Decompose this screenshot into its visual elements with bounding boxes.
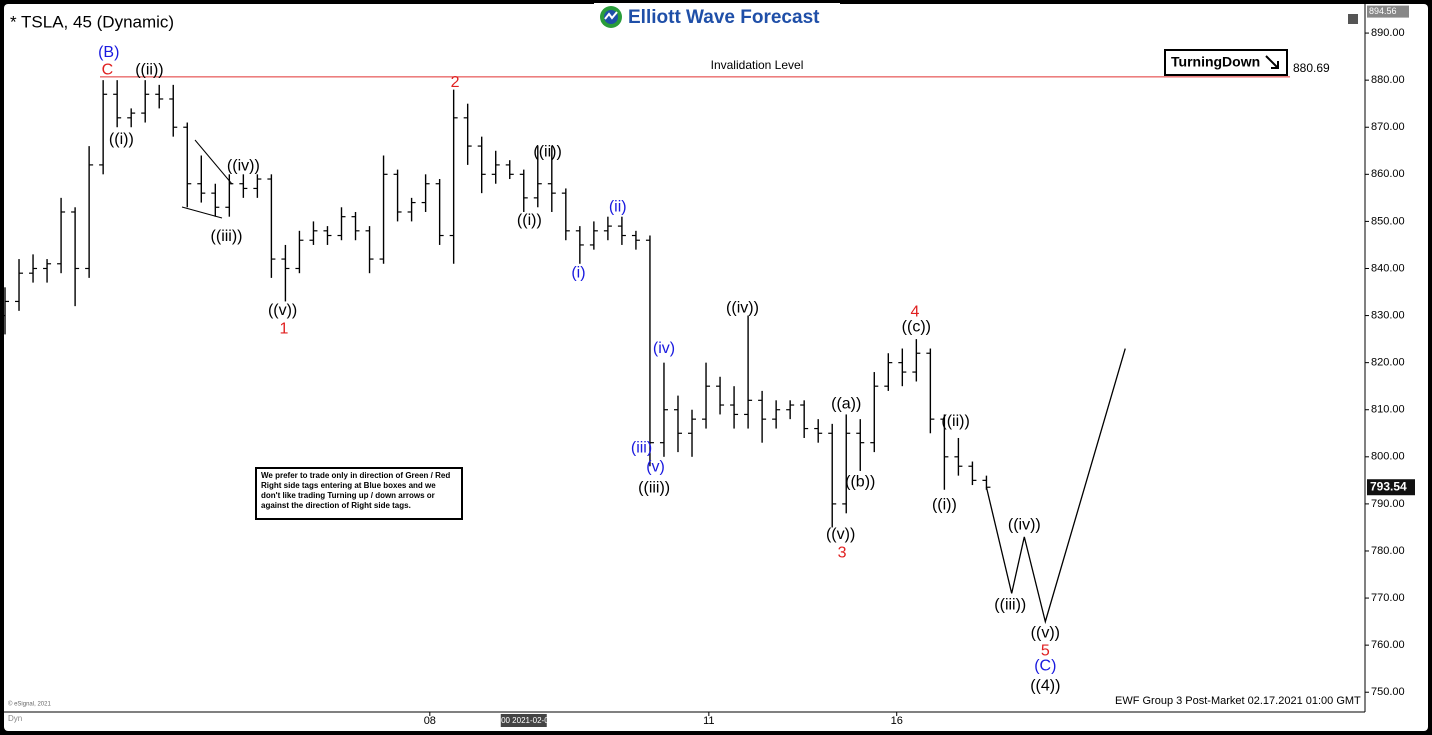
wave-label: ((ii)) <box>941 413 969 430</box>
wave-label: ((iii)) <box>994 596 1026 613</box>
wave-label: ((i)) <box>109 131 134 148</box>
wave-label: 5 <box>1041 642 1050 659</box>
y-tick-label: 800.00 <box>1371 451 1405 463</box>
trading-note: We prefer to trade only in direction of … <box>255 467 463 520</box>
chart-frame <box>4 4 1428 731</box>
wave-label: ((v)) <box>268 302 297 319</box>
wave-label: ((iv)) <box>1008 516 1041 533</box>
y-tick-label: 830.00 <box>1371 309 1405 321</box>
invalidation-label: Invalidation Level <box>711 58 804 72</box>
y-tick-label: 770.00 <box>1371 592 1405 604</box>
y-tick-label: 810.00 <box>1371 404 1405 416</box>
y-tick-label: 780.00 <box>1371 545 1405 557</box>
brand: Elliott Wave Forecast <box>628 7 820 28</box>
top-marker-box <box>1367 5 1409 18</box>
x-tick-label: 16 <box>891 715 903 727</box>
wave-label: (iii) <box>631 440 652 457</box>
wave-label: (ii) <box>609 198 627 215</box>
x-tick-label: 11 <box>703 715 714 727</box>
wave-label: (iv) <box>653 340 675 357</box>
wave-label: ((i)) <box>517 212 542 229</box>
last-price-label: 793.54 <box>1370 479 1407 493</box>
wave-label: (B) <box>98 44 119 61</box>
wave-label: 4 <box>910 303 919 320</box>
y-tick-label: 870.00 <box>1371 121 1405 133</box>
wave-label: ((iii)) <box>211 228 243 245</box>
wave-label: 3 <box>838 545 847 562</box>
wave-label: ((4)) <box>1030 677 1060 694</box>
wave-label: ((v)) <box>1031 625 1060 642</box>
y-tick-label: 850.00 <box>1371 215 1405 227</box>
top-marker-label: 894.56 <box>1369 6 1397 16</box>
logo-bg <box>594 3 840 31</box>
wave-label: ((a)) <box>831 395 861 412</box>
invalidation-value: 880.69 <box>1293 61 1330 75</box>
wave-label: ((b)) <box>845 473 875 490</box>
y-tick-label: 890.00 <box>1371 27 1405 39</box>
corner-label: Dyn <box>8 714 22 723</box>
tag-label: TurningDown <box>1171 54 1260 70</box>
tag-border <box>1164 49 1288 76</box>
wave-label: C <box>102 61 114 78</box>
brand-logo: Elliott Wave Forecast <box>594 3 840 31</box>
wave-label: 2 <box>451 74 460 91</box>
wave-label: ((i)) <box>932 497 957 514</box>
wave-label: ((ii)) <box>533 143 561 160</box>
wave-label: ((c)) <box>902 319 931 336</box>
wave-label: ((iv)) <box>227 158 260 175</box>
wave-label: ((v)) <box>826 526 855 543</box>
tag-box: TurningDown <box>1164 49 1288 76</box>
footer: EWF Group 3 Post-Market 02.17.2021 01:00… <box>1115 695 1361 707</box>
wave-label: (i) <box>571 264 585 281</box>
y-tick-label: 880.00 <box>1371 74 1405 86</box>
y-tick-label: 820.00 <box>1371 357 1405 369</box>
chart-title: * TSLA, 45 (Dynamic) <box>10 12 174 31</box>
wave-label: ((iv)) <box>726 299 759 316</box>
settings-icon <box>1348 14 1358 24</box>
projection-path <box>985 348 1126 625</box>
y-tick-label: 760.00 <box>1371 639 1405 651</box>
triangle-line <box>194 139 233 185</box>
wave-label: 1 <box>280 320 289 337</box>
wave-label: ((iii)) <box>638 480 670 497</box>
last-price-box <box>1367 479 1415 496</box>
logo-wave <box>604 11 618 20</box>
y-tick-label: 840.00 <box>1371 262 1405 274</box>
copyright: © eSignal, 2021 <box>8 701 51 708</box>
wave-label: (v) <box>646 458 665 475</box>
y-tick-label: 790.00 <box>1371 498 1405 510</box>
tag-arrow <box>1265 55 1279 69</box>
x-tick-label: 08 <box>424 715 436 727</box>
y-tick-label: 750.00 <box>1371 686 1405 698</box>
cursor-box <box>500 714 547 727</box>
cursor-label: 3:00 2021-02-09 <box>494 716 553 725</box>
wave-label: (C) <box>1034 658 1056 675</box>
wave-label: ((ii)) <box>135 61 163 78</box>
y-tick-label: 860.00 <box>1371 168 1405 180</box>
